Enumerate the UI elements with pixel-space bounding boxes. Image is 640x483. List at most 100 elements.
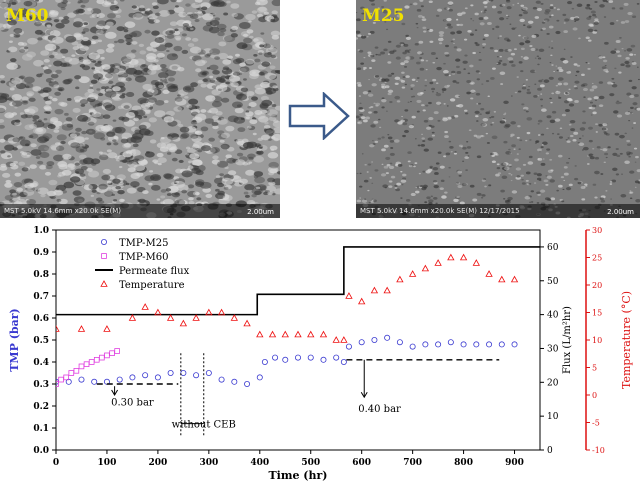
data-point [383, 286, 391, 294]
data-point [472, 259, 480, 266]
data-point [104, 352, 110, 359]
y-tick-label: 1.0 [33, 226, 49, 236]
x-tick-label: 0 [53, 458, 59, 468]
data-point [370, 286, 379, 294]
data-point [128, 314, 137, 321]
data-point [231, 378, 238, 385]
y-tick-label: 0.7 [33, 292, 49, 302]
data-point [434, 259, 442, 266]
annotation-label: 0.40 bar [358, 404, 401, 415]
x-tick-label: 900 [505, 458, 524, 468]
data-point [141, 303, 149, 310]
data-point [473, 341, 480, 348]
flux-axis-label: Flux (L/m²hr) [562, 306, 573, 374]
data-point [384, 334, 391, 341]
y-tick-label: 0.5 [33, 336, 49, 346]
legend-swatch [101, 253, 107, 259]
data-point [193, 372, 200, 379]
temperature-tick-label: 0 [592, 391, 597, 400]
data-point [99, 354, 105, 361]
y-tick-label: 0.0 [33, 446, 49, 456]
sem-label-m60: M60 [6, 6, 49, 26]
data-point [447, 339, 454, 346]
data-point [340, 336, 348, 343]
plot-frame [55, 229, 541, 451]
data-point [421, 264, 430, 272]
flux-tick-label: 60 [547, 243, 559, 253]
data-point [510, 275, 519, 283]
flux-tick-label: 30 [547, 344, 559, 354]
series-tmp-m60 [56, 348, 120, 387]
flux-tick-label: 10 [547, 412, 559, 422]
data-point [167, 369, 174, 376]
data-point [307, 354, 314, 361]
data-point [345, 292, 353, 299]
data-point [282, 356, 289, 363]
data-point [179, 319, 188, 327]
data-point [73, 367, 80, 374]
y-axis-label: TMP (bar) [8, 308, 21, 372]
flux-tick-label: 0 [547, 446, 553, 456]
sem-image-m25: M25 MST 5.0kV 14.6mm x20.0k SE(M) 12/17/… [356, 0, 640, 218]
temperature-tick-label: 10 [592, 336, 602, 345]
annotation-label: 0.30 bar [111, 398, 154, 409]
legend-entry: TMP-M60 [119, 252, 168, 263]
annotation-arrowhead [111, 389, 119, 396]
x-tick-label: 400 [250, 458, 269, 468]
data-point [396, 275, 404, 283]
data-point [396, 339, 403, 346]
data-point [78, 376, 85, 383]
data-point [244, 380, 251, 387]
data-point [56, 381, 59, 387]
x-tick-label: 600 [352, 458, 371, 468]
series-temperature [56, 253, 519, 343]
data-point [243, 319, 251, 327]
legend-entry: Permeate flux [119, 266, 190, 277]
data-point [447, 253, 455, 261]
data-point [77, 325, 86, 332]
data-point [422, 341, 429, 348]
data-point [142, 372, 149, 379]
temperature-tick-label: 30 [592, 226, 602, 235]
data-point [460, 341, 467, 348]
data-point [511, 341, 518, 348]
legend-entry: Temperature [119, 280, 185, 291]
flux-tick-label: 20 [547, 378, 559, 388]
data-point [154, 374, 161, 381]
data-point [114, 348, 120, 354]
data-point [272, 354, 279, 361]
data-point [83, 361, 90, 368]
sem-scale-m60: 2.00um [247, 208, 274, 216]
data-point [319, 330, 328, 338]
data-point [281, 330, 289, 338]
data-point [129, 374, 136, 381]
y-tick-label: 0.3 [33, 380, 49, 390]
sem-texture-m60 [0, 0, 280, 218]
data-point [93, 356, 100, 363]
data-point [408, 270, 417, 277]
data-point [58, 376, 64, 383]
data-point [218, 376, 225, 383]
y-tick-label: 0.4 [33, 358, 49, 368]
sem-footer-m25: MST 5.0kV 14.6mm x20.0k SE(M) 12/17/2015 [356, 204, 640, 218]
data-point [166, 314, 175, 321]
sem-scale-m25: 2.00um [607, 208, 634, 216]
data-point [56, 325, 60, 332]
data-point [332, 336, 340, 343]
data-point [409, 343, 416, 350]
data-point [217, 308, 226, 316]
temperature-tick-label: 25 [592, 254, 602, 263]
data-point [498, 275, 506, 283]
x-tick-label: 300 [199, 458, 218, 468]
flux-tick-label: 40 [547, 311, 559, 321]
data-point [294, 354, 301, 361]
x-tick-label: 700 [403, 458, 422, 468]
data-point [358, 297, 366, 305]
data-point [486, 341, 493, 348]
y-tick-label: 0.2 [33, 402, 49, 412]
sem-label-m25: M25 [362, 6, 405, 26]
temperature-tick-label: 15 [592, 309, 602, 318]
data-point [333, 354, 340, 361]
legend-swatch [100, 280, 108, 287]
annotation-label: without CEB [172, 420, 236, 431]
